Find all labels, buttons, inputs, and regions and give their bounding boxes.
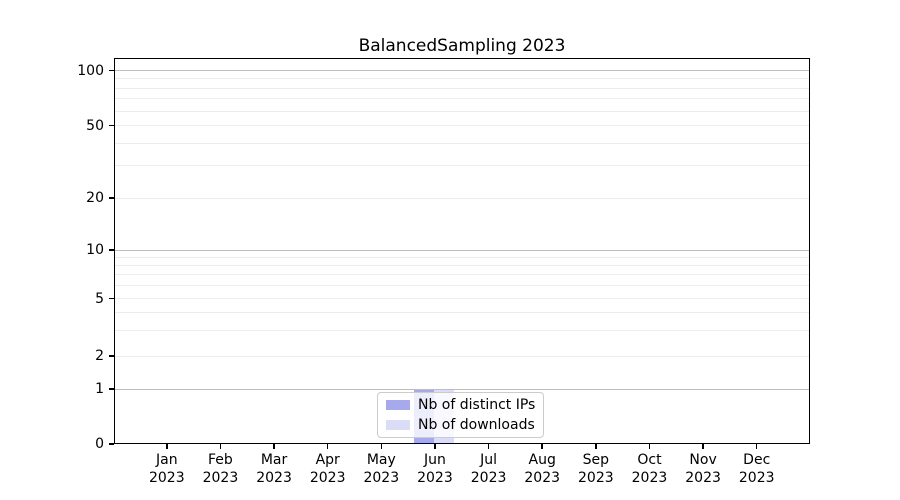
y-tick-20 [109, 197, 114, 199]
x-tick-label-7: Aug 2023 [524, 452, 561, 486]
x-tick-5 [434, 444, 436, 449]
minor-gridline-90 [115, 78, 809, 80]
minor-gridline-8 [115, 265, 809, 267]
x-tick-6 [487, 444, 490, 449]
y-tick-label-10: 10 [86, 242, 104, 258]
minor-gridline-60 [115, 110, 809, 112]
x-tick-label-9: Oct 2023 [631, 452, 668, 486]
x-tick-label-10: Nov 2023 [685, 452, 721, 486]
y-tick-label-20: 20 [86, 190, 104, 206]
x-tick-10 [702, 444, 704, 449]
y-tick-1 [109, 388, 114, 390]
minor-gridline-70 [115, 98, 809, 100]
y-tick-label-50: 50 [86, 117, 104, 134]
x-tick-label-3: Apr 2023 [309, 452, 346, 486]
minor-gridline-3 [115, 330, 809, 332]
legend-label-distinct-ips: Nb of distinct IPs [418, 397, 536, 414]
x-tick-label-8: Sep 2023 [578, 452, 614, 486]
major-gridline-10 [115, 249, 809, 251]
minor-gridline-9 [115, 256, 809, 258]
x-tick-9 [648, 444, 651, 449]
legend-swatch-downloads [386, 419, 410, 430]
x-tick-1 [219, 444, 222, 449]
minor-gridline-50 [115, 125, 809, 126]
y-tick-100 [109, 69, 114, 72]
minor-gridline-40 [115, 142, 809, 144]
minor-gridline-2 [115, 355, 809, 357]
x-tick-2 [273, 444, 275, 449]
minor-gridline-7 [115, 274, 809, 276]
minor-gridline-5 [115, 298, 809, 299]
minor-gridline-20 [115, 197, 809, 199]
legend-item-distinct-ips: Nb of distinct IPs [386, 397, 535, 414]
legend-swatch-distinct-ips [386, 400, 410, 411]
y-tick-label-2: 2 [95, 348, 104, 364]
plot-area [114, 58, 810, 444]
legend-item-downloads: Nb of downloads [386, 417, 535, 434]
y-tick-50 [109, 124, 114, 127]
legend: Nb of distinct IPs Nb of downloads [377, 392, 544, 438]
minor-gridline-30 [115, 165, 809, 167]
minor-gridline-4 [115, 312, 809, 313]
minor-gridline-6 [115, 285, 809, 287]
x-tick-0 [166, 444, 168, 449]
minor-gridline-80 [115, 87, 809, 89]
x-tick-label-1: Feb 2023 [202, 452, 239, 486]
major-gridline-100 [115, 70, 809, 71]
x-tick-label-11: Dec 2023 [738, 452, 775, 486]
x-tick-label-6: Jul 2023 [470, 452, 507, 486]
x-tick-label-5: Jun 2023 [417, 452, 453, 486]
x-tick-label-2: Mar 2023 [256, 452, 292, 486]
x-tick-label-0: Jan 2023 [148, 452, 185, 486]
chart-title: BalancedSampling 2023 [358, 36, 566, 56]
y-tick-label-5: 5 [95, 290, 104, 307]
y-tick-5 [109, 297, 114, 300]
x-tick-8 [595, 444, 597, 449]
major-gridline-1 [115, 388, 809, 390]
y-tick-label-1: 1 [95, 381, 104, 397]
y-tick-2 [109, 355, 114, 357]
legend-label-downloads: Nb of downloads [418, 416, 535, 433]
x-tick-label-4: May 2023 [363, 452, 400, 486]
x-tick-3 [326, 444, 329, 449]
x-tick-11 [755, 444, 758, 449]
y-tick-label-100: 100 [77, 62, 104, 79]
y-tick-10 [109, 249, 114, 251]
y-tick-0 [109, 443, 114, 445]
x-tick-4 [380, 444, 383, 449]
y-tick-label-0: 0 [95, 436, 104, 452]
x-tick-7 [541, 444, 543, 449]
